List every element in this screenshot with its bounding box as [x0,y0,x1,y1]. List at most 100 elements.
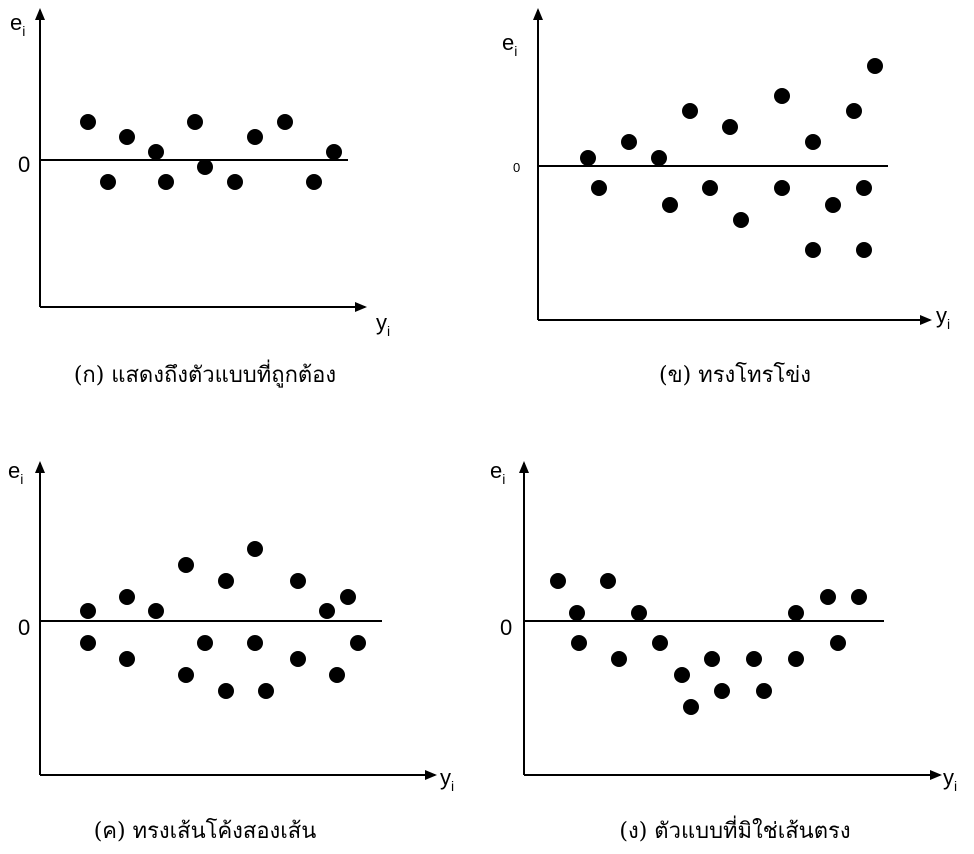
residual-dot [178,667,194,683]
residual-dot [187,114,203,130]
residual-dot [746,651,762,667]
residual-dot [702,180,718,196]
residual-dot [247,635,263,651]
residual-dot [80,114,96,130]
residual-dot [326,144,342,160]
residual-dot [788,651,804,667]
residual-dot [340,589,356,605]
residual-dot [825,197,841,213]
residual-dot [621,134,637,150]
y-label: ei [8,458,23,487]
residual-dot [80,635,96,651]
residual-dot [591,180,607,196]
label-sub: i [514,43,517,59]
zero-label: 0 [500,615,512,640]
residual-dot [805,134,821,150]
residual-dot [319,603,335,619]
residual-dot [856,180,872,196]
residual-dot [571,635,587,651]
label-base: e [490,458,502,483]
x-label: yi [943,765,957,794]
label-base: e [502,30,514,55]
residual-dot [178,557,194,573]
residual-dot [652,635,668,651]
residual-dot [851,589,867,605]
caption: (ค) ทรงเส้นโค้งสองเส้น [94,818,317,844]
residual-dot [218,573,234,589]
residual-dot [569,605,585,621]
residual-dot [277,114,293,130]
label-base: e [8,458,20,483]
label-base: y [936,303,947,328]
residual-dot [662,197,678,213]
residual-dot [197,159,213,175]
residual-dot [227,174,243,190]
residual-dot [550,573,566,589]
label-base: y [943,765,954,790]
residual-dot [247,129,263,145]
residual-dot [856,242,872,258]
residual-dot [820,589,836,605]
zero-label: 0 [18,152,30,177]
residual-dot [218,683,234,699]
residual-dot [631,605,647,621]
label-sub: i [947,316,950,332]
label-sub: i [954,778,957,794]
residual-dot [148,144,164,160]
residual-dot [611,651,627,667]
caption: (ก) แสดงถึงตัวแบบที่ถูกต้อง [74,359,336,388]
label-base: y [440,765,451,790]
residual-dot [651,150,667,166]
x-label: yi [376,310,390,339]
zero-label: 0 [18,615,30,640]
residual-dot [733,212,749,228]
label-sub: i [20,471,23,487]
residual-dot [100,174,116,190]
residual-dot [148,603,164,619]
label-sub: i [451,778,454,794]
y-label: ei [490,458,505,487]
residual-dot [329,667,345,683]
residual-dot [774,88,790,104]
x-label: yi [440,765,454,794]
residual-dot [600,573,616,589]
zero-label: 0 [513,160,520,175]
caption: (ข) ทรงโทรโข่ง [659,362,811,388]
residual-dot [306,174,322,190]
residual-dot [290,573,306,589]
residual-dot [867,58,883,74]
figure: 0eiyi(ก) แสดงถึงตัวแบบที่ถูกต้อง0eiyi(ข)… [0,0,974,854]
residual-dot [774,180,790,196]
residual-dot [683,699,699,715]
residual-dot [756,683,772,699]
residual-dot [805,242,821,258]
residual-dot [197,635,213,651]
residual-dot [119,129,135,145]
residual-dot [119,589,135,605]
residual-dot [119,651,135,667]
label-sub: i [387,323,390,339]
residual-dot [682,103,698,119]
residual-dot [674,667,690,683]
residual-dot [722,119,738,135]
residual-dot [714,683,730,699]
residual-dot [788,605,804,621]
label-sub: i [22,23,25,39]
residual-dot [704,651,720,667]
residual-dot [830,635,846,651]
label-base: e [10,10,22,35]
label-base: y [376,310,387,335]
residual-dot [80,603,96,619]
residual-dot [158,174,174,190]
label-sub: i [502,471,505,487]
caption: (ง) ตัวแบบที่มิใช่เส้นตรง [619,815,850,844]
y-label: ei [10,10,25,39]
residual-dot [258,683,274,699]
residual-dot [846,103,862,119]
residual-dot [580,150,596,166]
residual-dot [290,651,306,667]
y-label: ei [502,30,517,59]
x-label: yi [936,303,950,332]
residual-dot [247,541,263,557]
